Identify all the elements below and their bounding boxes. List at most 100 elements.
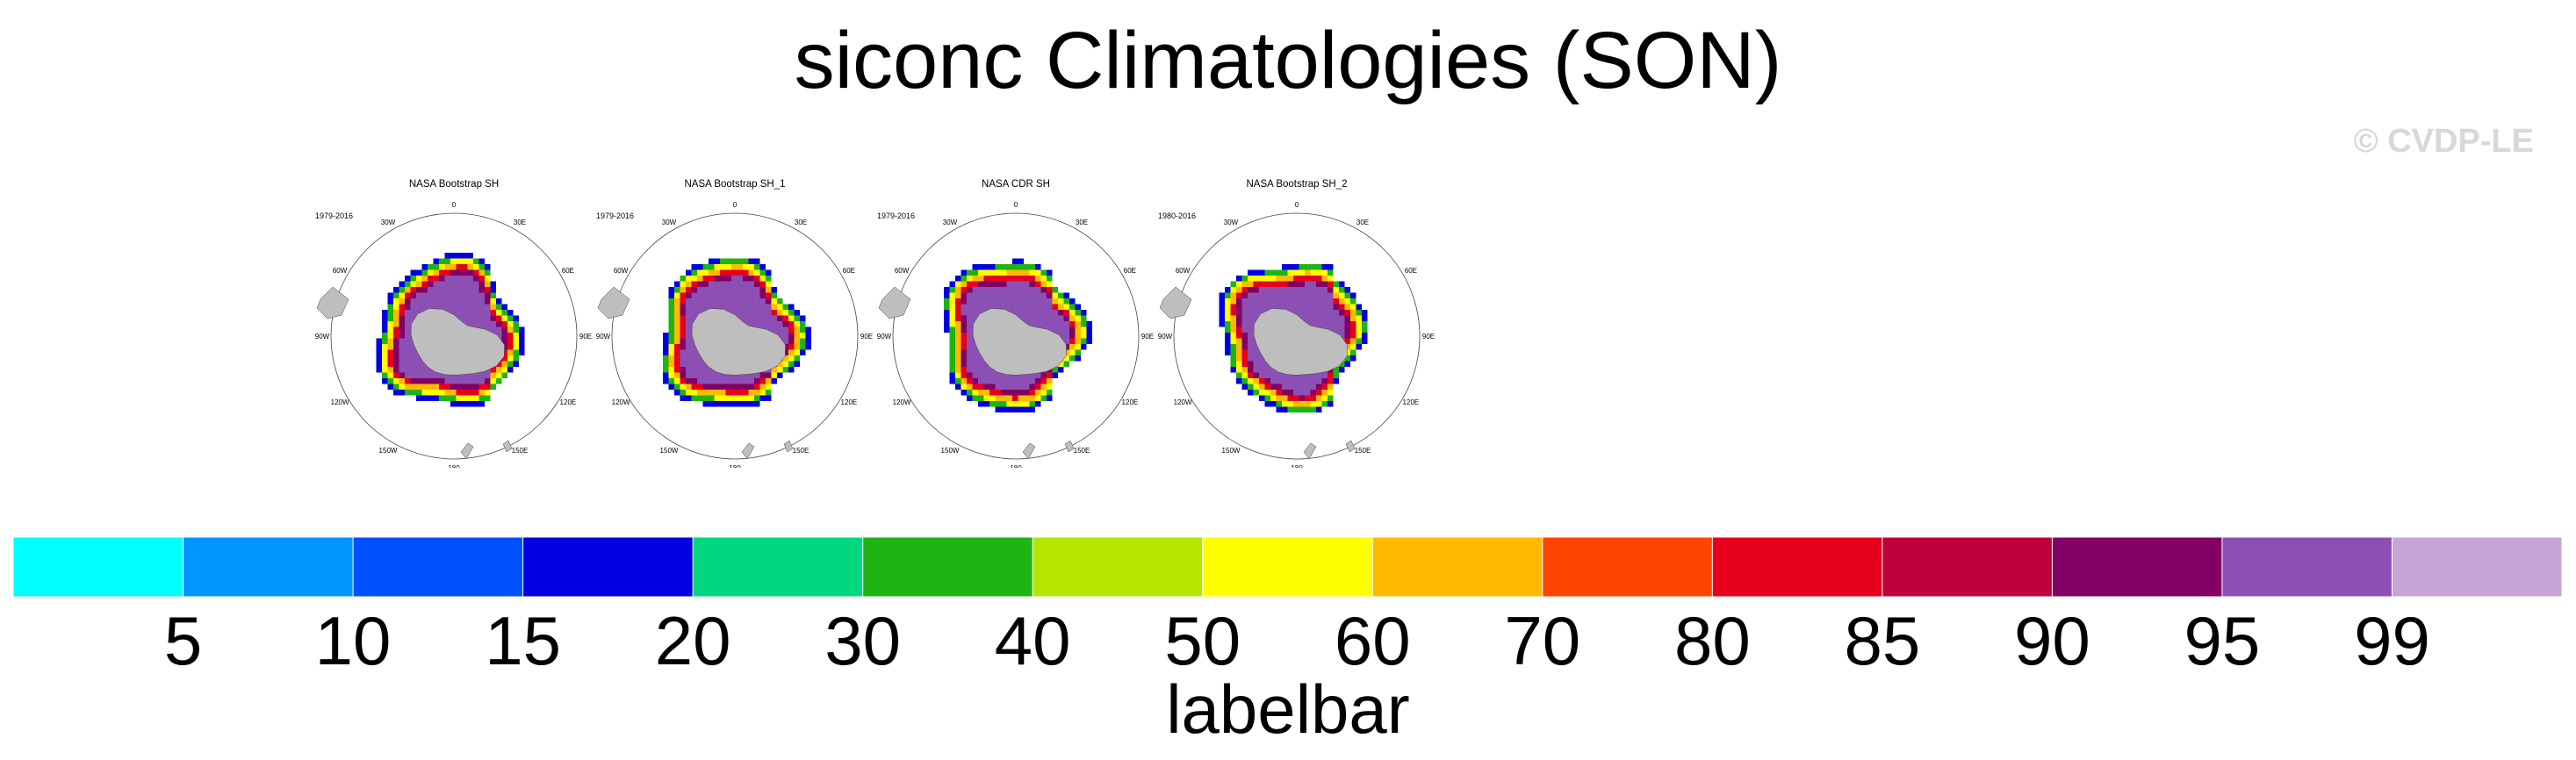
panel-title: NASA Bootstrap SH bbox=[408, 179, 500, 190]
ice-cell bbox=[1310, 384, 1316, 390]
ice-cell bbox=[788, 310, 795, 316]
ice-cell bbox=[1310, 406, 1316, 412]
ice-cell bbox=[725, 372, 731, 378]
ice-cell bbox=[1259, 292, 1265, 298]
ice-cell bbox=[754, 321, 760, 327]
ice-cell bbox=[967, 395, 973, 401]
ice-cell bbox=[1293, 298, 1299, 305]
ice-cell bbox=[387, 367, 393, 373]
ice-cell bbox=[421, 304, 428, 310]
ice-cell bbox=[1052, 326, 1058, 333]
ice-cell bbox=[1018, 276, 1024, 282]
ice-cell bbox=[1001, 372, 1007, 378]
ice-cell bbox=[1264, 361, 1270, 367]
ice-cell bbox=[1001, 406, 1007, 412]
ice-cell bbox=[467, 395, 473, 401]
ice-cell bbox=[731, 264, 738, 270]
ice-cell bbox=[800, 326, 806, 333]
ice-cell bbox=[714, 264, 720, 270]
ice-cell bbox=[743, 292, 749, 298]
ice-cell bbox=[961, 338, 967, 344]
ice-cell bbox=[1362, 338, 1368, 344]
ice-cell bbox=[1012, 310, 1018, 316]
ice-cell bbox=[456, 258, 462, 264]
ice-cell bbox=[1321, 384, 1328, 390]
ice-cell bbox=[501, 310, 507, 316]
ice-cell bbox=[1040, 315, 1047, 321]
ice-cell bbox=[1282, 298, 1288, 305]
ice-cell bbox=[462, 310, 468, 316]
ice-cell bbox=[955, 298, 961, 305]
ice-cell bbox=[485, 310, 491, 316]
ice-cell bbox=[410, 390, 416, 396]
ice-cell bbox=[691, 349, 697, 355]
ice-cell bbox=[513, 361, 519, 367]
ice-cell bbox=[1305, 378, 1311, 384]
ice-cell bbox=[1024, 298, 1030, 305]
ice-cell bbox=[1321, 292, 1328, 298]
ice-cell bbox=[479, 315, 485, 321]
ice-cell bbox=[782, 310, 788, 316]
ice-cell bbox=[405, 333, 411, 339]
ice-cell bbox=[989, 384, 996, 390]
ice-cell bbox=[1305, 401, 1311, 407]
ice-cell bbox=[1024, 401, 1030, 407]
ice-cell bbox=[1287, 401, 1293, 407]
ice-cell bbox=[439, 276, 445, 282]
ice-cell bbox=[743, 395, 749, 401]
ice-cell bbox=[1024, 395, 1030, 401]
colorbar-tick-label: 60 bbox=[1334, 602, 1411, 679]
ice-cell bbox=[691, 390, 697, 396]
ice-cell bbox=[1058, 321, 1064, 327]
ice-cell bbox=[382, 333, 388, 339]
ice-cell bbox=[1270, 269, 1277, 276]
ice-cell bbox=[1316, 401, 1322, 407]
ice-cell bbox=[955, 338, 961, 344]
ice-cell bbox=[1006, 406, 1012, 412]
ice-cell bbox=[1063, 333, 1069, 339]
ice-cell bbox=[686, 338, 692, 344]
ice-cell bbox=[439, 281, 445, 287]
ice-cell bbox=[1018, 315, 1024, 321]
ice-cell bbox=[1282, 384, 1288, 390]
ice-cell bbox=[467, 269, 473, 276]
ice-cell bbox=[748, 258, 754, 264]
ice-cell bbox=[1052, 310, 1058, 316]
ice-cell bbox=[1241, 298, 1248, 305]
ice-cell bbox=[1018, 264, 1024, 270]
ice-cell bbox=[1310, 276, 1316, 282]
ice-cell bbox=[1006, 281, 1012, 287]
ice-cell bbox=[748, 269, 754, 276]
ice-cell bbox=[1287, 384, 1293, 390]
longitude-label: 150E bbox=[793, 447, 809, 455]
ice-cell bbox=[1081, 315, 1087, 321]
ice-cell bbox=[479, 384, 485, 390]
ice-cell bbox=[473, 321, 479, 327]
ice-cell bbox=[955, 378, 961, 384]
ice-cell bbox=[428, 287, 434, 293]
ice-cell bbox=[1333, 298, 1339, 305]
ice-cell bbox=[720, 258, 726, 264]
ice-cell bbox=[788, 315, 795, 321]
ice-cell bbox=[995, 401, 1001, 407]
ice-cell bbox=[376, 349, 382, 355]
ice-cell bbox=[766, 315, 772, 321]
ice-cell bbox=[1248, 321, 1254, 327]
ice-cell bbox=[782, 333, 788, 339]
ice-cell bbox=[709, 292, 715, 298]
colorbar-swatch bbox=[2051, 536, 2223, 598]
ice-cell bbox=[697, 281, 703, 287]
ice-cell bbox=[1282, 304, 1288, 310]
ice-cell bbox=[1316, 276, 1322, 282]
ice-cell bbox=[428, 264, 434, 270]
longitude-label: 120E bbox=[1403, 398, 1420, 406]
ice-cell bbox=[794, 315, 800, 321]
ice-cell bbox=[1264, 401, 1270, 407]
ice-cell bbox=[501, 304, 507, 310]
ice-cell bbox=[410, 276, 416, 282]
ice-cell bbox=[782, 349, 788, 355]
ice-cell bbox=[421, 384, 428, 390]
ice-cell bbox=[456, 281, 462, 287]
ice-cell bbox=[674, 384, 680, 390]
ice-cell bbox=[1058, 367, 1064, 373]
